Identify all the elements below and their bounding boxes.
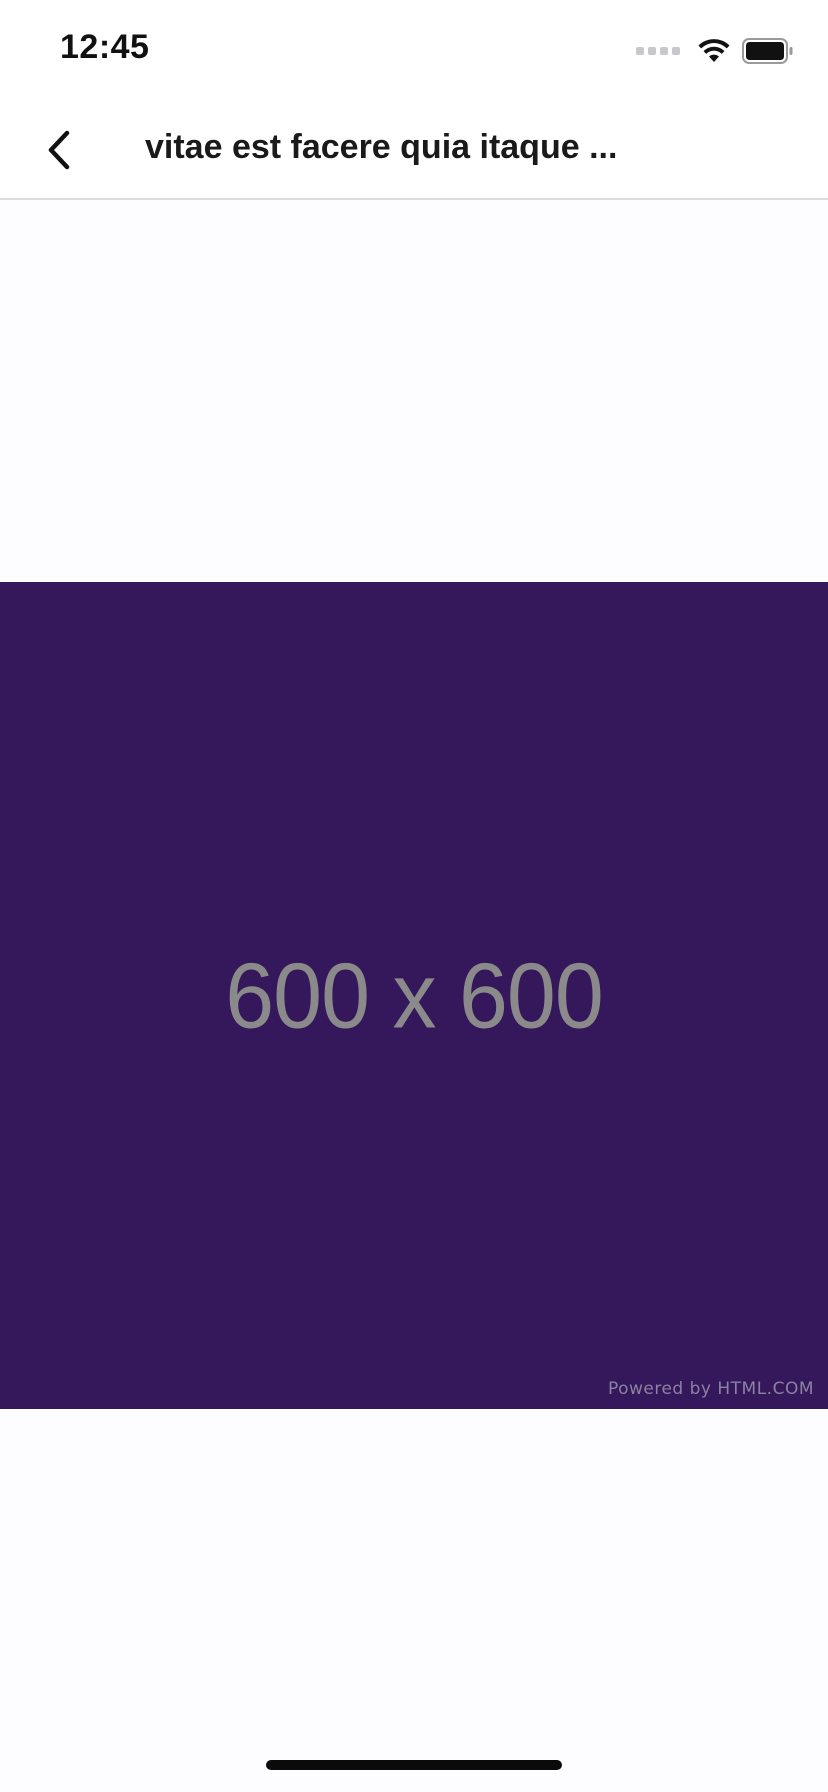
status-bar: 12:45 (0, 0, 828, 100)
status-icons (636, 36, 794, 66)
image-credit: Powered by HTML.COM (607, 1379, 814, 1399)
wifi-icon (698, 39, 730, 62)
signal-dots-icon (636, 47, 680, 55)
placeholder-image: 600 x 600 Powered by HTML.COM (0, 582, 828, 1409)
battery-icon (742, 38, 793, 64)
image-dimensions-label: 600 x 600 (225, 943, 604, 1047)
status-time: 12:45 (60, 28, 150, 66)
chevron-left-icon (48, 130, 70, 170)
page-title: vitae est facere quia itaque ... (145, 128, 618, 166)
back-button[interactable] (30, 120, 90, 180)
home-indicator[interactable] (266, 1760, 562, 1770)
nav-bar: vitae est facere quia itaque ... (0, 100, 828, 200)
